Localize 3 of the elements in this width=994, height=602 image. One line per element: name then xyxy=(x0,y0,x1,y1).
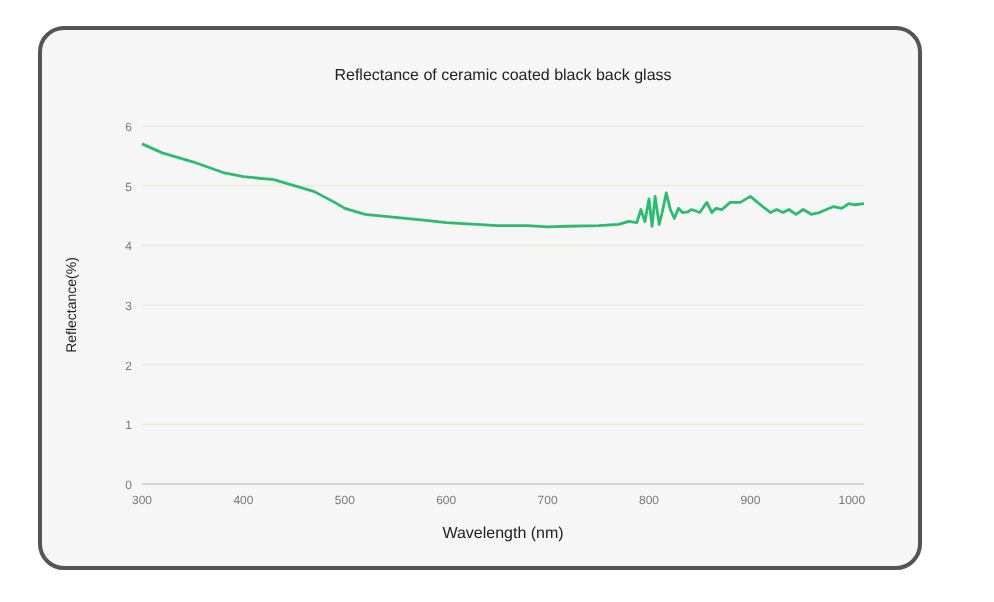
x-axis-title: Wavelength (nm) xyxy=(442,524,565,542)
line-series xyxy=(140,142,866,229)
chart-title: Reflectance of ceramic coated black back glass xyxy=(334,66,672,84)
